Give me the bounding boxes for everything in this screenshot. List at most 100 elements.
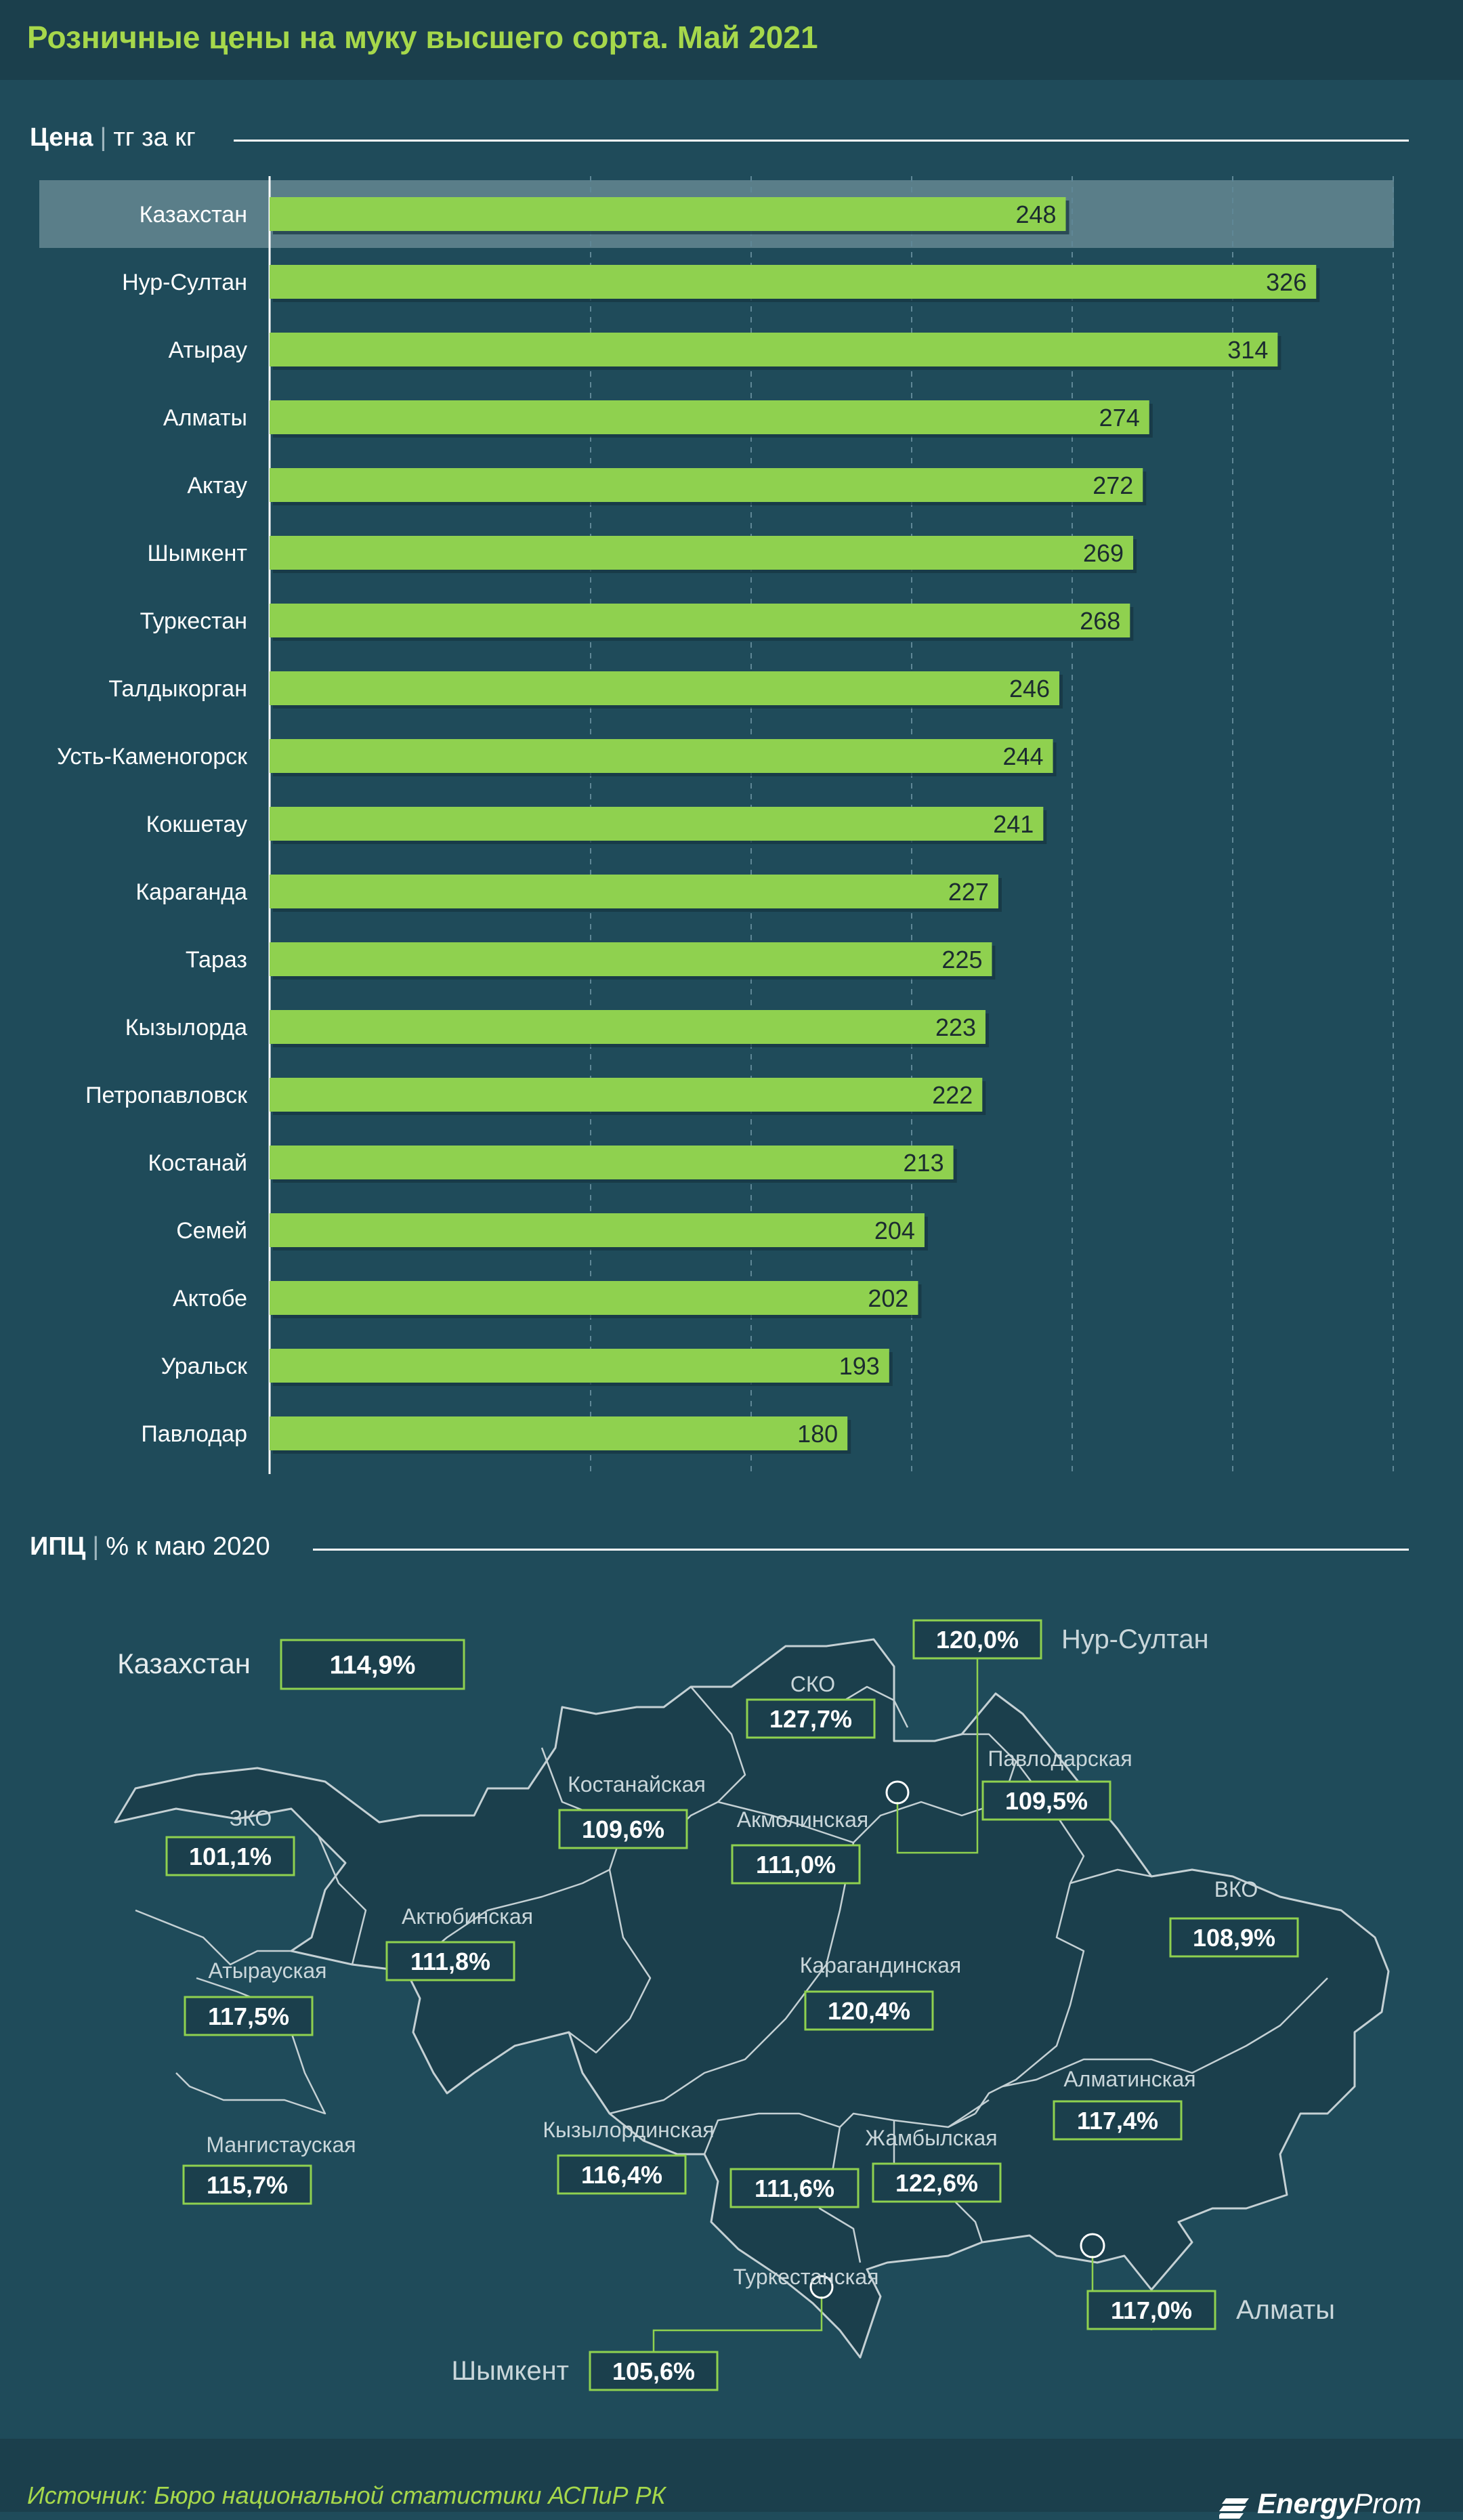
footer-bar: [0, 2439, 1463, 2512]
bar: [270, 1010, 986, 1044]
region-value-box: 122,6%: [872, 2162, 1002, 2203]
bar-row: Кокшетау 241: [146, 807, 1047, 844]
bar: [270, 1078, 983, 1112]
region-name: Павлодарская: [988, 1746, 1132, 1771]
source-note: Источник: Бюро национальной статистики А…: [27, 2481, 666, 2509]
region-name: Атырауская: [209, 1958, 327, 1983]
value-box: [280, 1639, 465, 1690]
bar: [270, 942, 992, 976]
value-label: 202: [868, 1284, 908, 1312]
brand-name-part2: Prom: [1353, 2487, 1422, 2519]
region-value-box: 127,7%: [746, 1698, 876, 1739]
value-text: 115,7%: [207, 2171, 288, 2199]
value-label: 326: [1266, 268, 1307, 296]
bar-row: Актобе 202: [173, 1281, 922, 1318]
bar: [270, 1416, 848, 1450]
region-value-box: 101,1%: [165, 1836, 295, 1876]
bar: [270, 536, 1134, 570]
bar-row: Нур-Султан 326: [122, 265, 1320, 302]
value-text: 117,5%: [208, 2002, 289, 2030]
value-text: 111,6%: [755, 2175, 834, 2202]
value-box: [182, 2164, 312, 2205]
category-label: Атырау: [169, 337, 247, 363]
value-box: [804, 1990, 934, 2031]
value-box: [1053, 2100, 1183, 2141]
bar: [270, 468, 1143, 502]
city-name: Алматы: [1236, 2295, 1335, 2325]
region-name: Акмолинская: [737, 1807, 868, 1832]
city-markers: [809, 1780, 1105, 2299]
chart-title: Розничные цены на муку высшего сорта. Ма…: [27, 20, 818, 55]
bar: [270, 604, 1130, 637]
value-box: [589, 2351, 719, 2391]
bar-row: Актау 272: [187, 468, 1147, 505]
header-separator: |: [92, 1532, 100, 1561]
bar-row: Караганда 227: [135, 875, 1002, 912]
value-label: 248: [1015, 201, 1056, 228]
city-name: Шымкент: [451, 2356, 569, 2386]
bar-row: Тараз 225: [186, 942, 996, 980]
value-text: 101,1%: [189, 1843, 272, 1870]
bar: [270, 1349, 889, 1383]
value-label: 268: [1080, 607, 1120, 635]
value-label: 244: [1002, 742, 1043, 770]
category-label: Тараз: [186, 947, 247, 973]
bar-row: Уральск 193: [161, 1349, 893, 1386]
category-label: Семей: [176, 1218, 247, 1244]
category-label: Алматы: [163, 405, 247, 431]
region-name: Актюбинская: [402, 1904, 533, 1929]
value-box: [558, 1809, 688, 1849]
bar-row: Казахстан 248: [140, 197, 1069, 234]
region-value-box: 116,4%: [557, 2154, 687, 2195]
bar-row: Атырау 314: [169, 333, 1281, 370]
value-label: 225: [941, 946, 982, 973]
bar: [270, 197, 1066, 231]
category-label: Шымкент: [148, 541, 248, 566]
region-value-box: 111,6%: [729, 2168, 860, 2208]
bar-row: Семей 204: [176, 1213, 928, 1251]
bar-row: Костанай 213: [148, 1146, 957, 1183]
region-value-box: 120,4%: [804, 1990, 934, 2031]
value-label: 180: [797, 1420, 838, 1448]
value-text: 116,4%: [581, 2161, 662, 2189]
brand-name: EnergyProm: [1257, 2487, 1422, 2520]
category-label: Казахстан: [140, 202, 247, 228]
value-box: [1169, 1917, 1299, 1958]
value-text: 109,5%: [1005, 1787, 1088, 1815]
cpi-region-map: Казахстан 114,9% СКО 127,7% Костанайская 109,…: [114, 1619, 1390, 2391]
value-label: 222: [932, 1081, 973, 1109]
region-name: Алматинская: [1063, 2067, 1195, 2091]
value-text: 122,6%: [895, 2169, 978, 2197]
value-box: [385, 1941, 515, 1981]
bar: [270, 1146, 954, 1179]
price-unit: тг за кг: [113, 123, 196, 152]
value-text: 127,7%: [769, 1705, 852, 1733]
category-label: Караганда: [135, 879, 247, 905]
value-label: 241: [993, 810, 1034, 838]
city-value-box: 120,0%: [912, 1619, 1042, 1660]
value-box: [557, 2154, 687, 2195]
region-name: Мангистауская: [206, 2133, 356, 2157]
value-label: 227: [948, 878, 989, 906]
header-separator: |: [100, 123, 107, 152]
category-label: Петропавловск: [85, 1083, 248, 1108]
price-bar-chart: Казахстан 248 Нур-Султан 326 Атырау 314 Алматы…: [39, 176, 1394, 1474]
value-box: [1086, 2290, 1216, 2330]
bar: [270, 1213, 925, 1247]
bar: [270, 807, 1044, 841]
value-box: [912, 1619, 1042, 1660]
nur-sultan-marker: [885, 1780, 910, 1805]
bar: [270, 265, 1317, 299]
bar: [270, 739, 1053, 773]
value-box: [981, 1780, 1111, 1821]
category-label: Павлодар: [141, 1421, 247, 1447]
value-text: 117,0%: [1111, 2296, 1192, 2324]
category-label: Нур-Султан: [122, 270, 247, 295]
value-label: 274: [1099, 404, 1140, 432]
value-label: 193: [839, 1352, 880, 1380]
region-value-box: 117,4%: [1053, 2100, 1183, 2141]
almaty-marker: [1080, 2233, 1105, 2259]
bar: [270, 671, 1060, 705]
value-box: [184, 1996, 314, 2036]
category-label: Актобе: [173, 1286, 247, 1311]
